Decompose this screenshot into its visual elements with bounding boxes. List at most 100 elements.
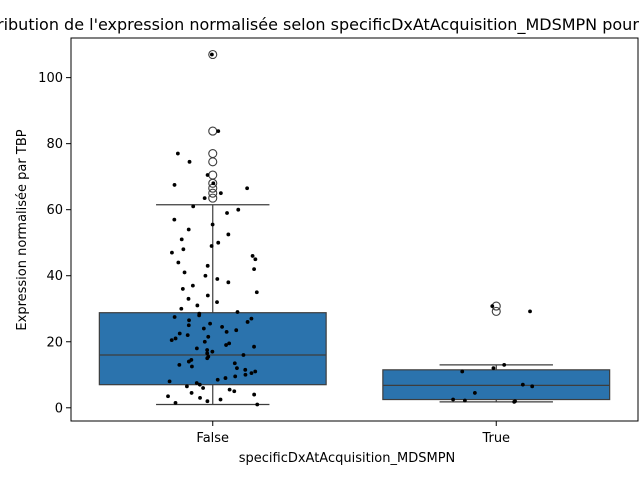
data-point xyxy=(245,186,250,191)
outlier-point xyxy=(208,178,218,188)
data-point xyxy=(472,391,477,395)
data-point xyxy=(190,364,194,369)
outlier-point xyxy=(208,157,218,167)
data-point xyxy=(201,386,205,390)
data-point xyxy=(490,304,495,308)
data-point xyxy=(530,384,535,389)
data-point xyxy=(253,369,258,374)
data-point xyxy=(250,254,255,258)
data-point xyxy=(235,310,240,314)
data-point xyxy=(173,400,178,405)
data-point xyxy=(233,374,238,379)
data-point xyxy=(197,382,202,387)
y-tick-label: 60 xyxy=(46,203,63,218)
outlier-point xyxy=(208,149,218,159)
plot-frame xyxy=(70,37,639,422)
data-point xyxy=(210,222,215,227)
data-point xyxy=(224,329,229,334)
data-point xyxy=(254,290,259,295)
box xyxy=(98,312,327,386)
data-point xyxy=(172,315,177,319)
y-tick-label: 80 xyxy=(46,137,63,152)
box-group-false xyxy=(98,49,327,406)
data-point xyxy=(173,336,178,341)
data-point xyxy=(198,395,202,400)
data-point xyxy=(195,303,200,308)
data-point xyxy=(249,316,254,321)
outlier-point xyxy=(208,170,218,180)
data-point xyxy=(185,333,190,338)
data-point xyxy=(215,277,220,281)
data-point xyxy=(189,391,194,395)
data-point xyxy=(243,372,248,377)
data-point xyxy=(205,399,210,404)
data-point xyxy=(220,325,224,329)
data-point xyxy=(520,382,525,387)
x-tick-label: True xyxy=(481,431,510,446)
data-point xyxy=(463,398,467,403)
data-point xyxy=(202,196,207,201)
data-point xyxy=(227,341,232,346)
data-point xyxy=(216,129,221,134)
data-point xyxy=(187,159,192,164)
data-point xyxy=(203,273,208,278)
data-point xyxy=(194,381,199,385)
data-point xyxy=(234,328,239,333)
data-point xyxy=(205,356,210,361)
data-point xyxy=(502,362,507,367)
y-tick-label: 40 xyxy=(46,269,63,284)
data-point xyxy=(528,309,532,314)
data-point xyxy=(208,321,212,326)
data-point xyxy=(252,267,256,272)
data-point xyxy=(202,339,207,344)
data-point xyxy=(218,397,223,402)
data-point xyxy=(451,397,456,402)
data-point xyxy=(512,399,517,404)
data-point xyxy=(205,173,210,177)
data-point xyxy=(235,366,239,371)
data-point xyxy=(182,270,187,275)
data-point xyxy=(223,376,228,380)
data-point xyxy=(181,247,186,252)
data-point xyxy=(226,232,231,237)
data-point xyxy=(177,331,182,336)
data-point xyxy=(491,366,496,371)
box xyxy=(382,369,611,401)
outlier-point xyxy=(208,126,218,136)
data-point xyxy=(215,300,219,305)
data-point xyxy=(209,52,214,57)
y-tick-label: 0 xyxy=(55,401,63,416)
data-point xyxy=(216,240,221,245)
data-point xyxy=(177,362,182,367)
data-point xyxy=(167,379,172,384)
data-point xyxy=(252,344,256,349)
data-point xyxy=(175,151,180,156)
data-point xyxy=(191,204,196,209)
y-tick-label: 100 xyxy=(38,71,63,86)
data-point xyxy=(205,263,210,268)
plot-area xyxy=(98,49,611,407)
data-point xyxy=(186,227,191,232)
outlier-point xyxy=(208,49,218,60)
data-point xyxy=(241,353,246,357)
data-point xyxy=(186,359,191,364)
data-point xyxy=(218,191,223,196)
data-point xyxy=(186,296,191,301)
outlier-point xyxy=(208,188,218,198)
x-tick-label: False xyxy=(196,431,229,446)
strip-points-true xyxy=(451,304,535,404)
outlier-point xyxy=(208,193,218,203)
data-point xyxy=(190,283,195,288)
data-point xyxy=(185,384,189,389)
data-point xyxy=(232,361,237,366)
data-point xyxy=(236,207,241,212)
data-point xyxy=(227,387,232,392)
data-point xyxy=(180,287,185,291)
data-point xyxy=(172,183,177,187)
data-point xyxy=(205,348,210,352)
data-point xyxy=(179,306,184,311)
data-point xyxy=(224,343,228,347)
data-point xyxy=(205,351,210,356)
data-point xyxy=(205,293,210,298)
